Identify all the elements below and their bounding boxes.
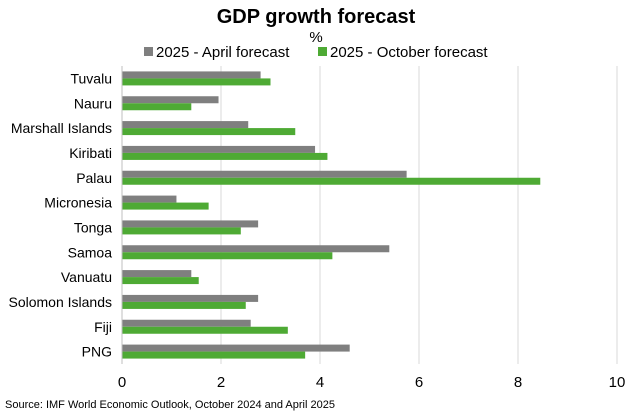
bar-april-forecast bbox=[122, 121, 249, 129]
category-label: Fiji bbox=[94, 319, 112, 335]
category-label: Solomon Islands bbox=[8, 294, 112, 310]
x-axis-tick-labels: 0 2 4 6 8 10 bbox=[118, 374, 626, 391]
bar-october-forecast bbox=[122, 277, 199, 285]
bar-april-forecast bbox=[122, 344, 350, 352]
bar-april-forecast bbox=[122, 270, 192, 278]
x-tick-label: 2 bbox=[217, 374, 225, 391]
bar-october-forecast bbox=[122, 301, 246, 309]
bars bbox=[122, 71, 541, 359]
bar-april-forecast bbox=[122, 170, 407, 178]
chart-subtitle: % bbox=[309, 29, 322, 46]
x-tick-label: 6 bbox=[415, 374, 423, 391]
chart-title: GDP growth forecast bbox=[217, 6, 416, 28]
bar-october-forecast bbox=[122, 128, 296, 136]
x-tick-label: 0 bbox=[118, 374, 126, 391]
legend-swatch-april bbox=[144, 47, 153, 56]
x-tick-label: 8 bbox=[514, 374, 522, 391]
bar-october-forecast bbox=[122, 227, 241, 235]
bar-october-forecast bbox=[122, 326, 288, 334]
bar-april-forecast bbox=[122, 319, 251, 327]
bar-april-forecast bbox=[122, 145, 316, 153]
legend-label-october: 2025 - October forecast bbox=[330, 44, 488, 61]
category-label: Tonga bbox=[74, 219, 112, 235]
gridlines bbox=[220, 66, 618, 364]
category-label: Tuvalu bbox=[70, 70, 112, 86]
category-label: Kiribati bbox=[69, 145, 112, 161]
bar-october-forecast bbox=[122, 252, 333, 260]
bar-april-forecast bbox=[122, 195, 177, 203]
category-label: Vanuatu bbox=[61, 269, 112, 285]
x-tick-label: 4 bbox=[316, 374, 324, 391]
bar-october-forecast bbox=[122, 177, 541, 185]
chart-legend: 2025 - April forecast 2025 - October for… bbox=[144, 44, 488, 61]
bar-october-forecast bbox=[122, 351, 306, 359]
bar-october-forecast bbox=[122, 78, 271, 86]
category-label: Marshall Islands bbox=[11, 120, 112, 136]
bar-april-forecast bbox=[122, 294, 259, 302]
bar-april-forecast bbox=[122, 245, 390, 253]
bar-april-forecast bbox=[122, 71, 261, 79]
bar-october-forecast bbox=[122, 202, 209, 210]
bar-october-forecast bbox=[122, 103, 192, 111]
category-labels: Tuvalu Nauru Marshall Islands Kiribati Palau… bbox=[8, 70, 112, 359]
legend-label-april: 2025 - April forecast bbox=[156, 44, 290, 61]
x-tick-label: 10 bbox=[609, 374, 626, 391]
category-label: PNG bbox=[82, 344, 112, 360]
bar-april-forecast bbox=[122, 96, 219, 104]
category-label: Micronesia bbox=[44, 195, 112, 211]
category-label: Samoa bbox=[68, 244, 113, 260]
legend-swatch-october bbox=[318, 47, 327, 56]
bar-april-forecast bbox=[122, 220, 259, 228]
category-label: Nauru bbox=[74, 95, 112, 111]
source-note: Source: IMF World Economic Outlook, Octo… bbox=[5, 399, 335, 411]
bar-october-forecast bbox=[122, 152, 328, 160]
category-label: Palau bbox=[76, 170, 112, 186]
